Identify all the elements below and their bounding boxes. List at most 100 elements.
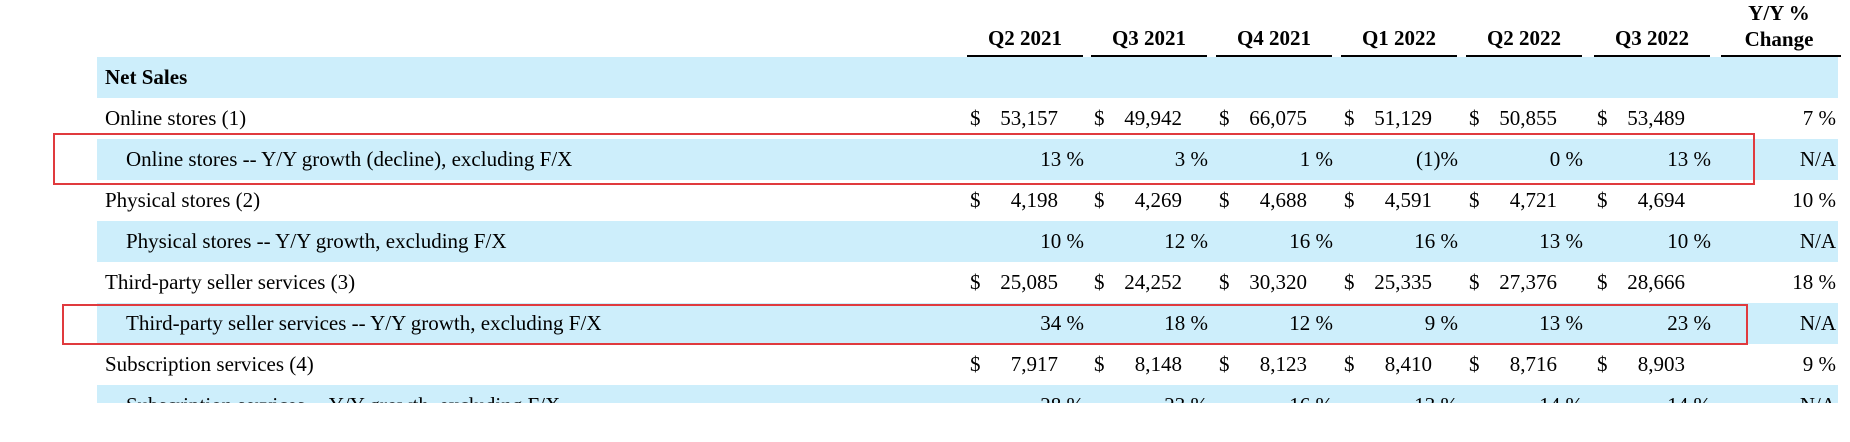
cell-value: 7,917 — [1010, 352, 1058, 376]
row-label: Online stores -- Y/Y growth (decline), e… — [126, 147, 573, 171]
currency-sign: $ — [970, 352, 981, 376]
currency-sign: $ — [1219, 270, 1230, 294]
column-header: Q2 2021 — [987, 26, 1063, 50]
currency-sign: $ — [1597, 352, 1608, 376]
currency-sign: $ — [1469, 188, 1480, 212]
row-label: Third-party seller services (3) — [105, 270, 356, 294]
row-label: Subscription services (4) — [105, 352, 314, 376]
currency-sign: $ — [1597, 188, 1608, 212]
change-value: N/A — [1799, 311, 1836, 335]
header-rule — [967, 55, 1083, 57]
cell-value: 66,075 — [1249, 106, 1307, 130]
cell-value: 25,335 — [1374, 270, 1432, 294]
cell-value: 4,721 — [1509, 188, 1557, 212]
cell-value: 16 % — [1289, 229, 1333, 253]
change-value: 9 % — [1802, 352, 1836, 376]
column-header: Y/Y % — [1748, 1, 1810, 25]
cell-value: (1)% — [1416, 147, 1458, 171]
cell-value: 30,320 — [1249, 270, 1307, 294]
currency-sign: $ — [1469, 106, 1480, 130]
change-value: N/A — [1799, 147, 1836, 171]
currency-sign: $ — [1219, 188, 1230, 212]
cell-value: 13 % — [1539, 229, 1583, 253]
row-shade — [97, 221, 1838, 262]
financial-table: Q2 2021 Q3 2021 Q4 2021 Q1 2022 Q2 2022 Q3 20… — [97, 1, 1841, 403]
column-header: Q1 2022 — [1361, 26, 1437, 50]
header-rule — [1721, 55, 1841, 57]
cell-value: 8,123 — [1259, 352, 1307, 376]
cell-value: 8,903 — [1637, 352, 1685, 376]
cell-value: 14 % — [1592, 385, 1711, 403]
cell-value: 13 % — [1339, 385, 1458, 403]
row-label: Online stores (1) — [105, 106, 247, 130]
cell-value: 4,591 — [1384, 188, 1432, 212]
cell-value: 28,666 — [1627, 270, 1685, 294]
row-label: Physical stores -- Y/Y growth, excluding… — [126, 229, 507, 253]
currency-sign: $ — [970, 270, 981, 294]
row-shade — [97, 303, 1838, 344]
cell-value: 18 % — [1164, 311, 1208, 335]
currency-sign: $ — [1094, 352, 1105, 376]
change-value: 18 % — [1792, 270, 1836, 294]
cell-value: 4,688 — [1259, 188, 1307, 212]
cell-value: 12 % — [1164, 229, 1208, 253]
change-value: N/A — [1799, 229, 1836, 253]
cell-value: 9 % — [1424, 311, 1458, 335]
currency-sign: $ — [1344, 270, 1355, 294]
currency-sign: $ — [1094, 188, 1105, 212]
cell-value: 28 % — [965, 385, 1084, 403]
cell-value: 4,694 — [1637, 188, 1685, 212]
currency-sign: $ — [970, 106, 981, 130]
currency-sign: $ — [1219, 106, 1230, 130]
cell-value: 13 % — [1539, 311, 1583, 335]
column-header: Q3 2022 — [1614, 26, 1690, 50]
cell-value: 3 % — [1174, 147, 1208, 171]
cell-value: 13 % — [1667, 147, 1711, 171]
column-header: Q4 2021 — [1236, 26, 1312, 50]
currency-sign: $ — [1344, 106, 1355, 130]
cell-value: 49,942 — [1124, 106, 1182, 130]
row-shade — [97, 57, 1838, 98]
row-shade — [97, 385, 1838, 403]
row-label: Physical stores (2) — [105, 188, 261, 212]
change-value: 10 % — [1792, 188, 1836, 212]
cell-value: 51,129 — [1374, 106, 1432, 130]
header-rule — [1466, 55, 1582, 57]
cell-value: 4,198 — [1010, 188, 1058, 212]
cell-value: 53,157 — [1000, 106, 1058, 130]
cell-value: 8,148 — [1134, 352, 1182, 376]
header-rule — [1091, 55, 1207, 57]
cell-value: 14 % — [1464, 385, 1583, 403]
currency-sign: $ — [1344, 188, 1355, 212]
change-value: N/A — [1716, 385, 1836, 403]
currency-sign: $ — [1469, 352, 1480, 376]
row-shade — [97, 139, 1838, 180]
row-label: Subscription services -- Y/Y growth, exc… — [126, 385, 560, 403]
header-rule — [1341, 55, 1457, 57]
cell-value: 8,716 — [1509, 352, 1557, 376]
cell-value: 34 % — [1040, 311, 1084, 335]
currency-sign: $ — [1344, 352, 1355, 376]
cell-value: 1 % — [1299, 147, 1333, 171]
currency-sign: $ — [970, 188, 981, 212]
column-header: Q2 2022 — [1486, 26, 1562, 50]
column-header: Change — [1744, 27, 1814, 51]
currency-sign: $ — [1094, 106, 1105, 130]
cell-value: 24,252 — [1124, 270, 1182, 294]
header-rule — [1216, 55, 1332, 57]
currency-sign: $ — [1469, 270, 1480, 294]
header-rule — [1594, 55, 1710, 57]
currency-sign: $ — [1219, 352, 1230, 376]
section-title: Net Sales — [105, 65, 188, 89]
cell-value: 16 % — [1414, 229, 1458, 253]
cell-value: 25,085 — [1000, 270, 1058, 294]
column-header: Q3 2021 — [1111, 26, 1187, 50]
cell-value: 23 % — [1089, 385, 1208, 403]
cell-value: 27,376 — [1499, 270, 1557, 294]
cell-value: 0 % — [1549, 147, 1583, 171]
cell-value: 4,269 — [1134, 188, 1182, 212]
cell-value: 13 % — [1040, 147, 1084, 171]
cell-value: 53,489 — [1627, 106, 1685, 130]
cell-value: 23 % — [1667, 311, 1711, 335]
